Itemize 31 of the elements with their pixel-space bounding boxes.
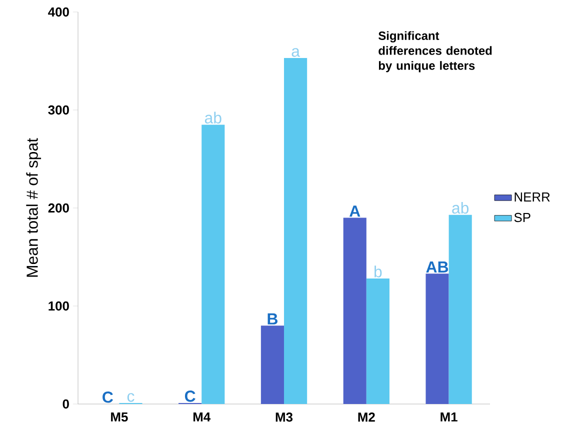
legend-label: NERR [514, 192, 550, 202]
x-tick-label: M1 [440, 412, 458, 422]
annotation: C [184, 390, 196, 402]
bar [202, 124, 225, 404]
legend-label: SP [514, 212, 530, 222]
y-axis-title: Mean total # of spat [26, 138, 42, 277]
annotation: ab [204, 112, 222, 124]
annotation: b [374, 266, 382, 278]
bar [448, 214, 472, 404]
annotation: AB [426, 261, 448, 272]
x-tick-label: M3 [276, 412, 293, 422]
bar [260, 326, 284, 404]
bar [343, 218, 366, 404]
y-tick-label: 300 [48, 105, 69, 115]
annotation: a [292, 48, 300, 57]
y-tick-label: 400 [48, 7, 69, 17]
y-tick-label: 100 [48, 301, 69, 311]
x-tick-label: M5 [111, 412, 128, 422]
annotation: B [268, 313, 278, 324]
y-tick-label: 0 [62, 399, 69, 409]
bar [284, 58, 308, 404]
x-tick-label: M4 [193, 412, 211, 422]
bar [426, 274, 449, 404]
x-tick-label: M2 [358, 412, 375, 422]
annotation: C [102, 392, 113, 403]
annotation: c [127, 393, 134, 402]
y-tick-label: 200 [48, 203, 69, 213]
annotation: ab [452, 202, 469, 214]
annotation: Significant differences denoted by unique letters [378, 31, 492, 72]
annotation: A [350, 206, 360, 217]
bar [366, 278, 390, 404]
